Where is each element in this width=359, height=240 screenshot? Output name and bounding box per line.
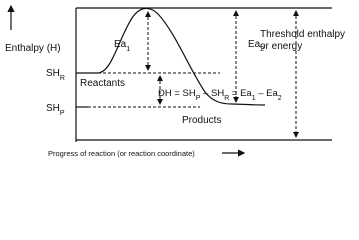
diagram: Enthalpy (H) SHR SHP Ea1 Ea2 Reactants P… <box>5 4 345 158</box>
reactant-level: SHR <box>46 68 65 82</box>
y-label: Enthalpy (H) <box>5 43 61 54</box>
threshold-label: Threshold enthalpy or energy <box>260 29 345 52</box>
products-label: Products <box>182 115 221 126</box>
reactants-label: Reactants <box>80 78 125 89</box>
equation: DH = SHP – SHR = Ea1 – Ea2 <box>158 88 282 102</box>
product-level: SHP <box>46 103 65 117</box>
x-label: Progress of reaction (or reaction coordi… <box>48 149 195 158</box>
energy-curve <box>97 7 266 106</box>
ea1-label: Ea1 <box>114 39 130 53</box>
ea2-label: Ea2 <box>248 39 264 53</box>
